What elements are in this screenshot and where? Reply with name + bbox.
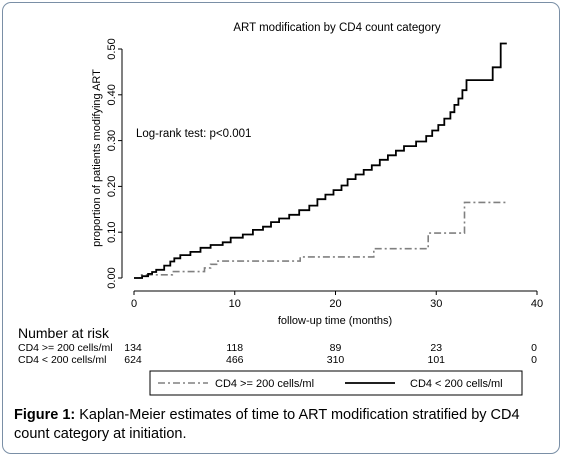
chart-title: ART modification by CD4 count category [233,22,441,34]
risk-count: 23 [430,342,442,354]
x-tick-label: 10 [229,298,241,310]
legend: CD4 >= 200 cells/ml CD4 < 200 cells/ml [149,370,523,396]
caption-text: Kaplan-Meier estimates of time to ART mo… [14,407,520,442]
logrank-annotation: Log-rank test: p<0.001 [136,128,251,140]
series-line-1 [134,42,507,279]
x-tick-label: 20 [329,298,341,310]
legend-label-0: CD4 >= 200 cells/ml [215,378,314,390]
axes: 0.00 0.10 0.20 0.30 0.40 0.50 0 10 20 30 40 [106,38,543,310]
risk-count: 0 [531,342,537,354]
risk-count: 0 [531,354,537,366]
risk-row-label: CD4 >= 200 cells/ml [18,342,113,354]
risk-count: 466 [226,354,244,366]
y-axis-label: proportion of patients modifying ART [91,69,103,247]
km-chart: ART modification by CD4 count category p… [18,22,543,396]
series-line-0 [134,201,507,279]
x-axis-label: follow-up time (months) [278,315,392,327]
x-tick-label: 0 [131,298,137,310]
y-tick-label: 0.30 [106,130,118,151]
x-tick-label: 30 [430,298,442,310]
series-layer [134,42,507,279]
y-tick-label: 0.50 [106,38,118,59]
risk-count: 89 [330,342,342,354]
risk-count: 310 [327,354,345,366]
legend-box [149,370,523,396]
y-tick-label: 0.20 [106,176,118,197]
x-tick-label: 40 [531,298,543,310]
risk-count: 624 [124,354,142,366]
y-tick-label: 0.10 [106,221,118,242]
risk-count: 134 [124,342,142,354]
risk-table-header: Number at risk [18,325,110,341]
risk-row-label: CD4 < 200 cells/ml [18,354,106,366]
caption-label: Figure 1: [14,407,76,423]
risk-count: 118 [226,342,243,354]
legend-label-1: CD4 < 200 cells/ml [410,378,503,390]
y-tick-label: 0.00 [106,267,118,288]
number-at-risk-table: Number at risk CD4 >= 200 cells/ml 134 118… [18,325,537,366]
figure-caption: Figure 1: Kaplan-Meier estimates of time… [14,406,554,444]
risk-count: 101 [427,354,445,366]
y-tick-label: 0.40 [106,84,118,105]
